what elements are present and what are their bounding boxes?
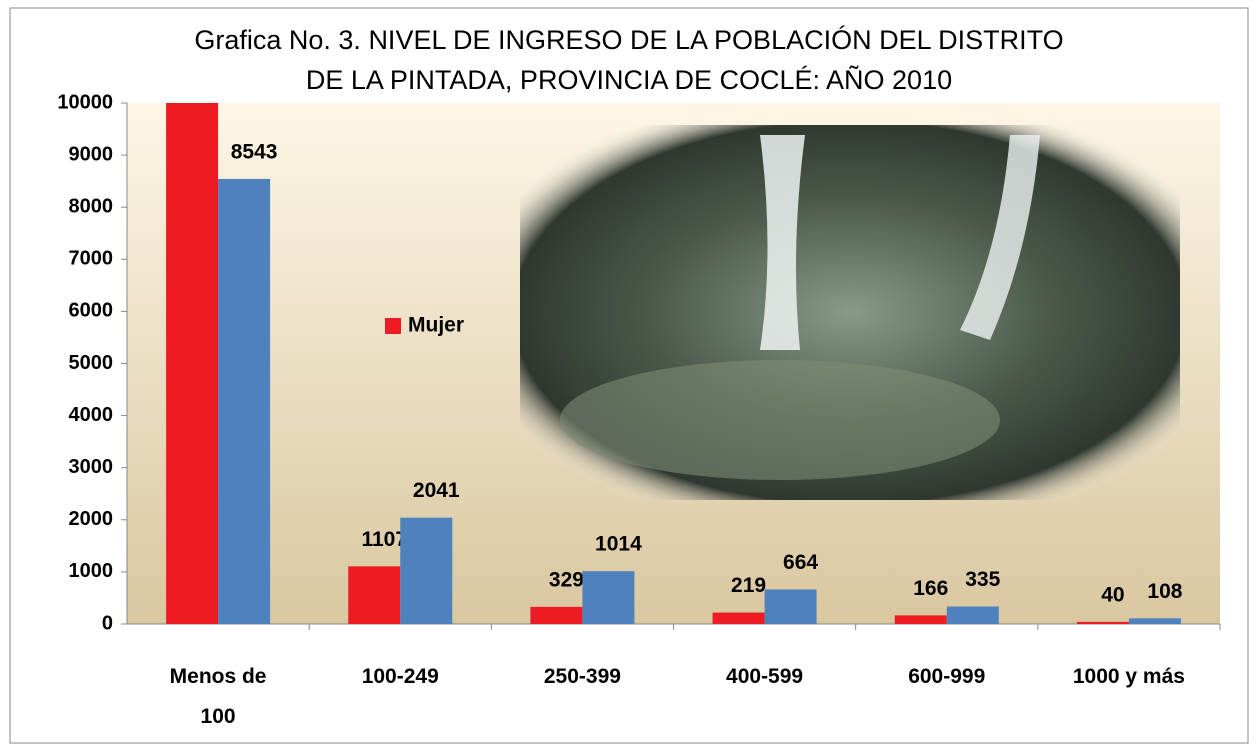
bar [1128,618,1181,624]
y-tick-label: 1000 [69,560,114,582]
bar [400,517,453,624]
x-tick-label: 250-399 [543,665,621,688]
y-tick-label: 2000 [69,508,114,530]
y-tick-label: 8000 [69,195,114,217]
y-tick-label: 9000 [69,143,114,165]
x-tick-label: 100-249 [361,665,439,688]
bars: 1000085431107204132910142196641663354010… [166,103,1183,624]
y-tick-label: 4000 [69,404,114,426]
bar [348,566,401,624]
bar [166,103,219,624]
value-label: 329 [549,568,584,591]
value-label: 40 [1101,583,1124,606]
bar [946,606,999,624]
y-tick-label: 10000 [57,91,113,113]
y-tick-label: 3000 [69,456,114,478]
chart-title: DE LA PINTADA, PROVINCIA DE COCLÉ: AÑO 2… [306,64,952,95]
y-tick-label: 5000 [69,352,114,374]
x-tick-label: 600-999 [908,665,986,688]
y-tick-label: 0 [102,612,113,634]
value-label: 1107 [361,528,407,551]
bar [530,606,583,624]
bar [1076,621,1129,624]
y-tick-label: 6000 [69,300,114,322]
x-tick-label: Menos de 100 [169,665,267,728]
value-label: 1014 [595,533,642,556]
value-label: 166 [913,577,948,600]
value-label: 664 [783,551,818,574]
chart-title: Grafica No. 3. NIVEL DE INGRESO DE LA PO… [194,24,1063,55]
bar [712,612,765,624]
x-tick-label: 400-599 [726,665,804,688]
bar [218,178,271,624]
value-label: 108 [1147,580,1182,603]
legend-label: Mujer [408,314,464,337]
photo [520,125,1180,500]
bar [582,571,635,624]
x-tick-label: 1000 y más [1072,665,1185,688]
value-label: 219 [731,574,766,597]
value-label: 335 [965,568,1000,591]
bar [764,589,817,624]
value-label: 8543 [231,140,278,163]
value-label: 2041 [413,479,460,502]
y-tick-label: 7000 [69,248,114,270]
bar [894,615,947,624]
legend-swatch [385,318,401,334]
